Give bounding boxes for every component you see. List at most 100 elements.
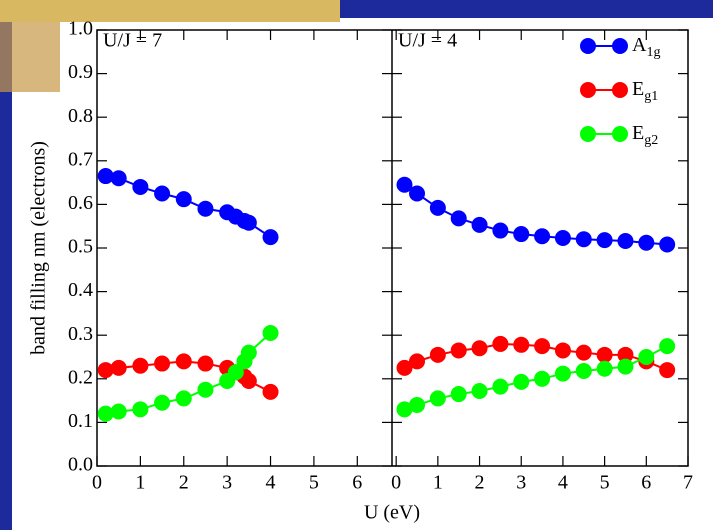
top-band [340,0,713,18]
data-point [450,386,467,403]
data-point [617,358,634,375]
y-tick-label: 0.4 [68,279,93,301]
data-point [175,390,192,407]
data-point [97,362,114,379]
x-tick-label: 4 [266,472,276,494]
data-point [554,229,571,246]
legend-marker [580,38,596,54]
data-point [110,170,127,187]
data-point [534,338,551,355]
data-point [492,378,509,395]
y-tick-label: 1.0 [68,18,93,40]
data-point [262,383,279,400]
x-tick-label: 0 [391,472,401,494]
data-point [596,346,613,363]
panel-annotation: U/J = 4 [398,30,457,52]
legend-marker [612,38,628,54]
data-point [396,176,413,193]
data-point [110,403,127,420]
x-tick-label: 1 [135,472,145,494]
y-tick-label: 0.1 [68,410,93,432]
y-tick-label: 0.6 [68,192,93,214]
y-tick-label: 0.8 [68,105,93,127]
data-point [175,353,192,370]
data-point [154,185,171,202]
data-point [197,355,214,372]
data-point [471,383,488,400]
data-point [132,357,149,374]
data-point [154,394,171,411]
data-point [396,359,413,376]
x-tick-label: 5 [600,472,610,494]
data-point [132,401,149,418]
data-point [492,335,509,352]
data-point [396,401,413,418]
data-point [240,372,257,389]
data-point [471,216,488,233]
data-point [575,231,592,248]
x-axis-label: U (eV) [364,502,420,524]
data-point [492,222,509,239]
data-point [596,360,613,377]
data-point [409,396,426,413]
data-point [154,355,171,372]
data-point [262,229,279,246]
y-tick-label: 0.7 [68,148,93,170]
data-point [175,191,192,208]
data-point [617,233,634,250]
data-point [638,234,655,251]
data-point [513,336,530,353]
legend-label: Eg1 [632,78,658,105]
x-tick-label: 2 [475,472,485,494]
data-point [227,364,244,381]
y-tick-label: 0.0 [68,454,93,476]
x-tick-label: 6 [352,472,362,494]
data-point [450,342,467,359]
data-point [409,353,426,370]
y-tick-label: 0.2 [68,366,93,388]
data-point [534,228,551,245]
data-point [409,185,426,202]
data-point [97,168,114,185]
legend-label: Eg2 [632,122,658,149]
decoration [0,22,60,92]
data-point [450,210,467,227]
data-point [554,365,571,382]
data-point [197,200,214,217]
panel-annotation: U/J = 7 [103,30,162,52]
data-point [429,199,446,216]
data-point [513,373,530,390]
y-tick-label: 0.9 [68,61,93,83]
data-point [471,340,488,357]
data-point [197,381,214,398]
legend-label: A1g [632,34,660,61]
decoration [0,0,340,22]
x-tick-label: 3 [516,472,526,494]
data-point [554,342,571,359]
data-point [575,362,592,379]
legend-marker [612,82,628,98]
y-tick-label: 0.3 [68,323,93,345]
x-tick-label: 7 [683,472,693,494]
x-tick-label: 0 [92,472,102,494]
data-point [110,359,127,376]
data-point [617,346,634,363]
data-point [429,390,446,407]
legend-marker [580,82,596,98]
data-point [659,362,676,379]
y-tick-label: 0.5 [68,236,93,258]
data-point [429,346,446,363]
y-axis-label: band filling nm (electrons) [28,141,50,355]
data-point [240,214,257,231]
data-point [240,344,257,361]
x-tick-label: 2 [179,472,189,494]
legend-marker [580,126,596,142]
x-tick-label: 1 [433,472,443,494]
x-tick-label: 3 [222,472,232,494]
data-point [262,325,279,342]
data-point [638,349,655,365]
x-tick-label: 5 [309,472,319,494]
data-point [659,338,676,355]
data-point [596,232,613,249]
